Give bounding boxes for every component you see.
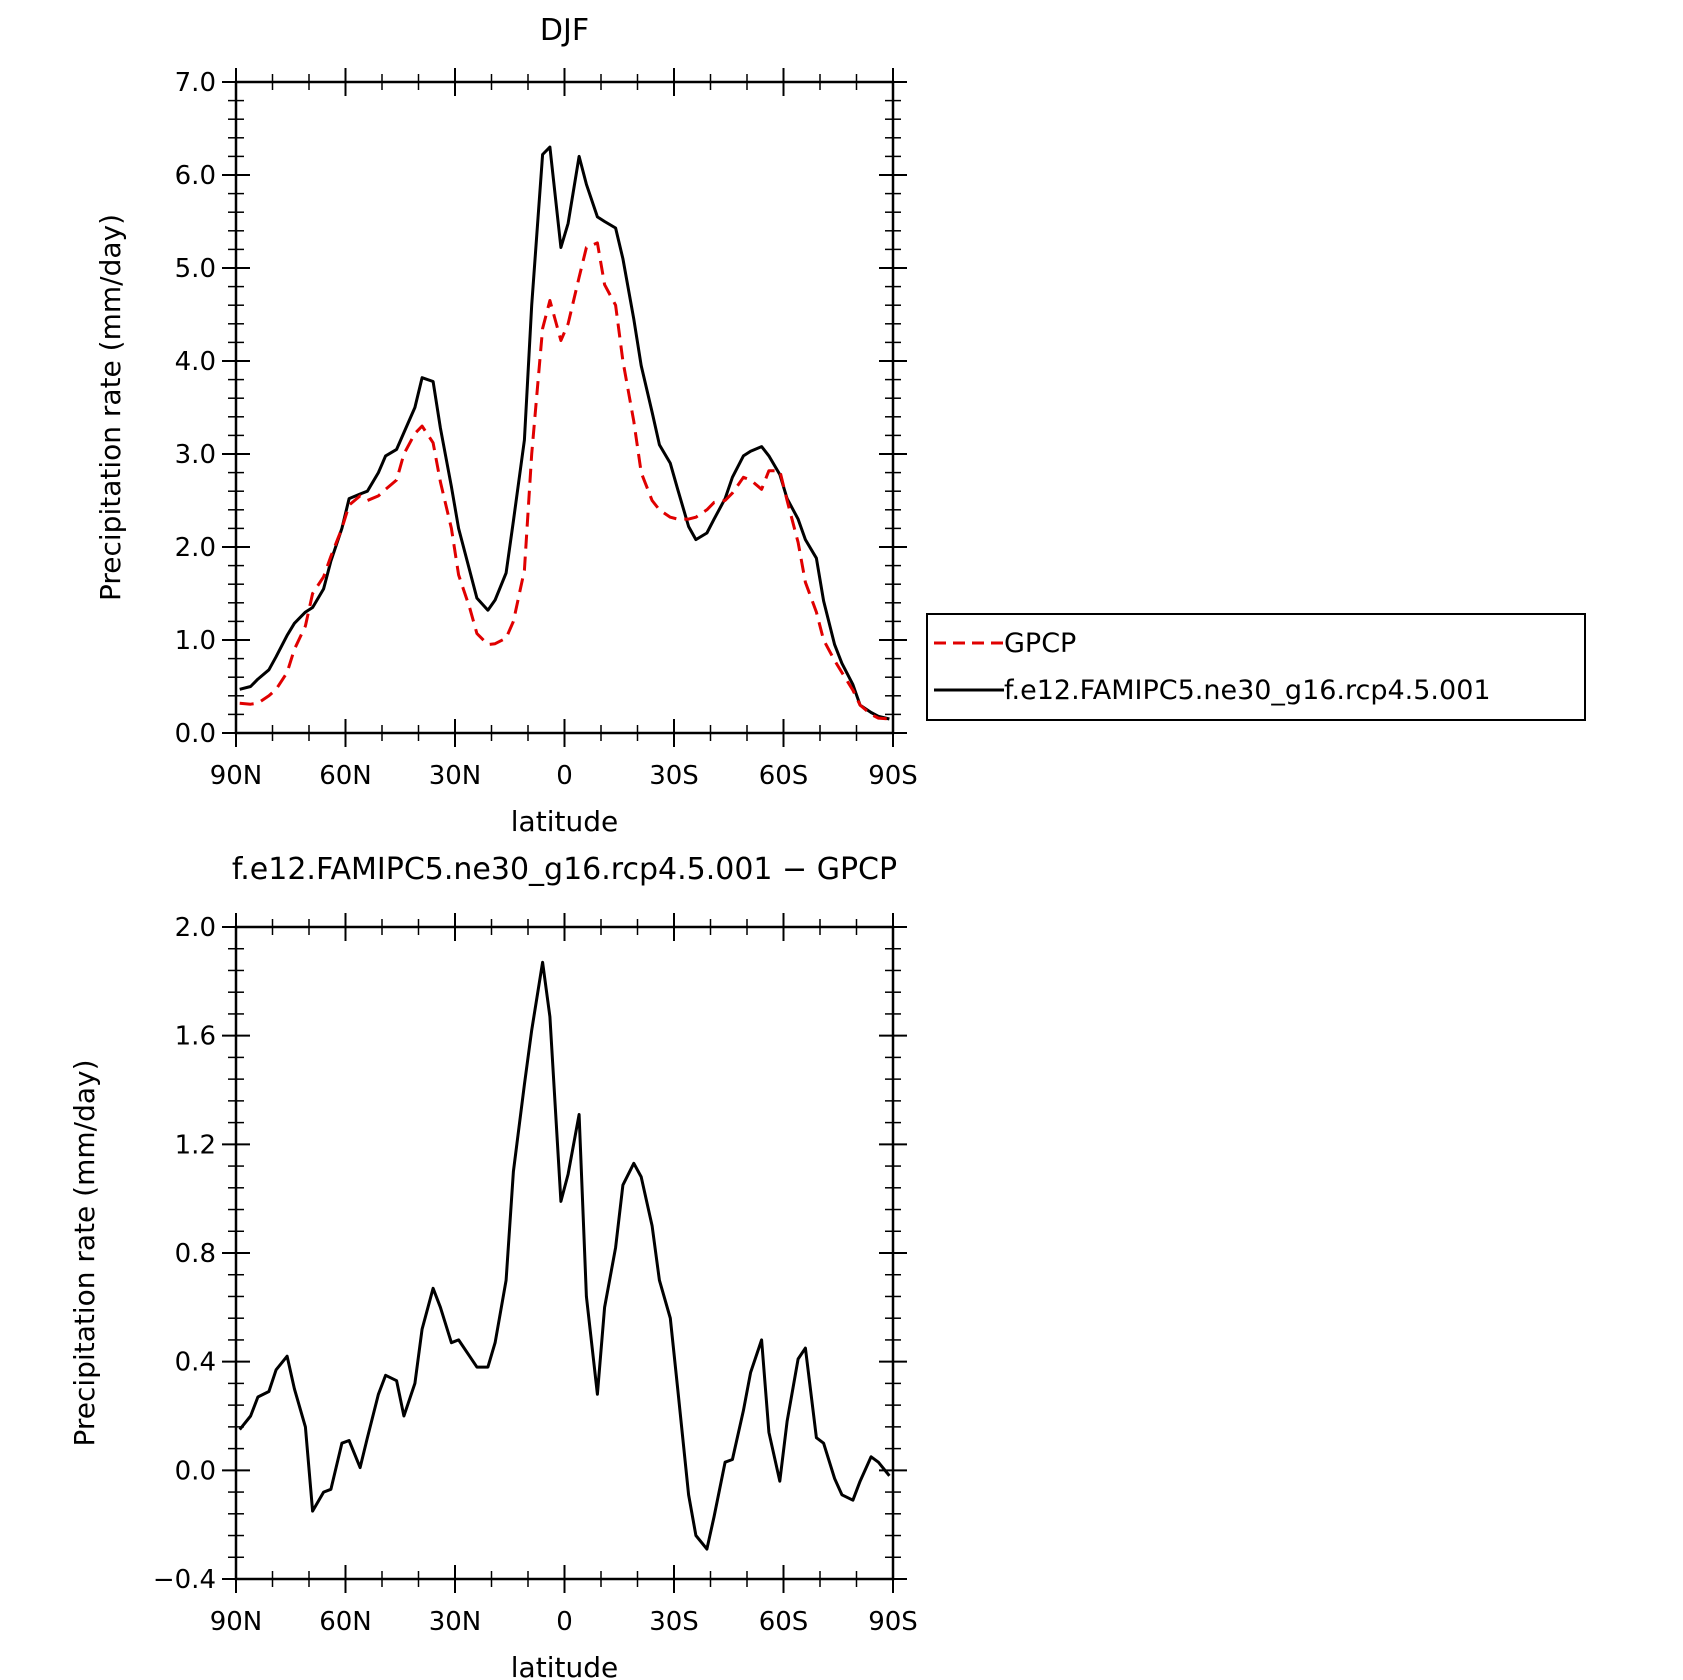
plot-frame	[234, 80, 895, 735]
legend-label-gpcp: GPCP	[1004, 628, 1076, 659]
legend: GPCP f.e12.FAMIPC5.ne30_g16.rcp4.5.001	[926, 613, 1586, 721]
series-line-gpcp	[239, 241, 890, 721]
chart-title: f.e12.FAMIPC5.ne30_g16.rcp4.5.001 − GPCP	[232, 852, 897, 887]
x-tick-label: 30N	[429, 761, 482, 791]
y-axis-label: Precipitation rate (mm/day)	[68, 1059, 101, 1446]
y-tick-label: 1.0	[175, 626, 216, 656]
plot-frame	[234, 925, 895, 1581]
legend-box	[926, 613, 1586, 721]
chart-difference: f.e12.FAMIPC5.ne30_g16.rcp4.5.001 − GPCP…	[68, 852, 918, 1680]
x-tick-label: 90S	[868, 761, 918, 791]
x-tick-label: 90S	[868, 1607, 918, 1637]
y-tick-label: 4.0	[175, 347, 216, 377]
x-tick-label: 90N	[210, 761, 263, 791]
y-tick-label: 1.6	[175, 1022, 216, 1052]
y-tick-label: 2.0	[175, 913, 216, 943]
y-tick-label: 0.0	[175, 1456, 216, 1486]
y-axis-label: Precipitation rate (mm/day)	[94, 214, 127, 601]
series-line-difference	[238, 960, 891, 1551]
x-tick-label: 0	[556, 1607, 573, 1637]
chart-title: DJF	[540, 13, 589, 48]
x-tick-label: 60S	[759, 1607, 809, 1637]
y-tick-label: 5.0	[175, 254, 216, 284]
x-tick-label: 30S	[649, 1607, 699, 1637]
x-axis-label: latitude	[511, 805, 618, 838]
y-tick-label: 7.0	[175, 68, 216, 98]
y-tick-label: 0.8	[175, 1239, 216, 1269]
x-tick-label: 30N	[429, 1607, 482, 1637]
y-tick-label: 6.0	[175, 161, 216, 191]
x-tick-label: 60N	[319, 761, 372, 791]
x-tick-label: 60S	[759, 761, 809, 791]
y-tick-label: 0.4	[175, 1348, 216, 1378]
x-tick-label: 30S	[649, 761, 699, 791]
x-axis-label: latitude	[511, 1651, 618, 1680]
y-tick-label: 1.2	[175, 1130, 216, 1160]
y-tick-label: 0.0	[175, 719, 216, 749]
y-tick-label: 3.0	[175, 440, 216, 470]
chart-djf: DJF 0.0 1.0 2.0 3.0 4.0 5.0 6.0 7.0 90N 60N 30N 0 30S…	[94, 13, 918, 838]
legend-label-model: f.e12.FAMIPC5.ne30_g16.rcp4.5.001	[1004, 675, 1491, 706]
y-tick-label: 2.0	[175, 533, 216, 563]
x-tick-label: 60N	[319, 1607, 372, 1637]
x-tick-label: 90N	[210, 1607, 263, 1637]
series-line-f-e12-famipc5-ne30-g16-rcp4-5-001	[239, 145, 890, 721]
y-tick-label: −0.4	[153, 1565, 216, 1595]
x-tick-label: 0	[556, 761, 573, 791]
